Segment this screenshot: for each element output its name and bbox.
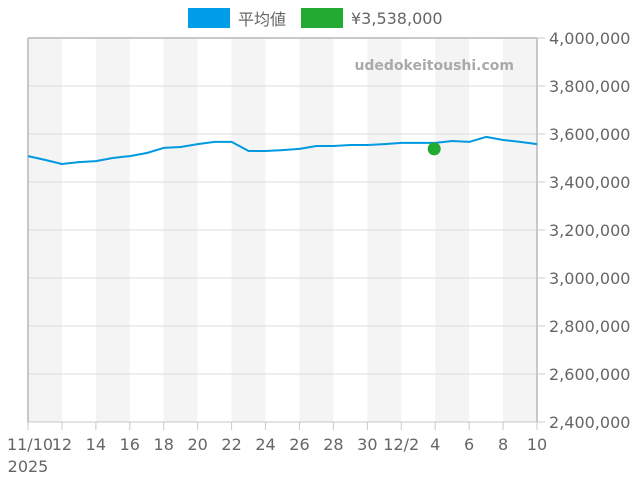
y-tick-label: 2,800,000 bbox=[549, 317, 630, 336]
x-tick-label: 8 bbox=[498, 435, 508, 454]
y-tick-label: 2,400,000 bbox=[549, 413, 630, 432]
x-tick-label: 12 bbox=[52, 435, 72, 454]
x-tick-label: 28 bbox=[323, 435, 343, 454]
x-tick-label: 6 bbox=[464, 435, 474, 454]
average-price-line bbox=[27, 135, 538, 165]
legend-label-price: ¥3,538,000 bbox=[351, 8, 443, 28]
x-tick-label: 16 bbox=[120, 435, 140, 454]
x-tick-label: 11/10 bbox=[7, 435, 53, 454]
axes bbox=[27, 37, 538, 430]
y-tick-label: 2,600,000 bbox=[549, 365, 630, 384]
y-tick-label: 3,200,000 bbox=[549, 221, 630, 240]
x-tick-label: 14 bbox=[86, 435, 106, 454]
chart-legend: 平均値 ¥3,538,000 bbox=[0, 6, 640, 30]
y-tick-label: 3,800,000 bbox=[549, 77, 630, 96]
watermark: udedokeitoushi.com bbox=[354, 58, 514, 74]
price-markers bbox=[427, 142, 441, 156]
x-year-label: 2025 bbox=[8, 457, 49, 476]
legend-swatch-average bbox=[188, 8, 230, 28]
x-tick-label: 18 bbox=[154, 435, 174, 454]
x-tick-label: 20 bbox=[187, 435, 207, 454]
y-tick-label: 3,600,000 bbox=[549, 125, 630, 144]
x-tick-label: 12/2 bbox=[383, 435, 419, 454]
legend-item-average[interactable]: 平均値 bbox=[188, 6, 286, 30]
x-tick-label: 24 bbox=[255, 435, 275, 454]
x-tick-label: 4 bbox=[430, 435, 440, 454]
y-tick-label: 4,000,000 bbox=[549, 29, 630, 48]
y-tick-label: 3,400,000 bbox=[549, 173, 630, 192]
x-tick-label: 10 bbox=[527, 435, 547, 454]
legend-swatch-price bbox=[301, 8, 343, 28]
legend-item-price[interactable]: ¥3,538,000 bbox=[301, 6, 443, 30]
price-marker[interactable] bbox=[427, 142, 441, 156]
x-tick-label: 26 bbox=[289, 435, 309, 454]
x-tick-label: 30 bbox=[357, 435, 377, 454]
y-axis-labels: 4,000,000 3,800,000 3,600,000 3,400,000 3,20… bbox=[549, 29, 630, 432]
legend-label-average: 平均値 bbox=[238, 10, 287, 29]
x-tick-label: 22 bbox=[221, 435, 241, 454]
y-tick-label: 3,000,000 bbox=[549, 269, 630, 288]
